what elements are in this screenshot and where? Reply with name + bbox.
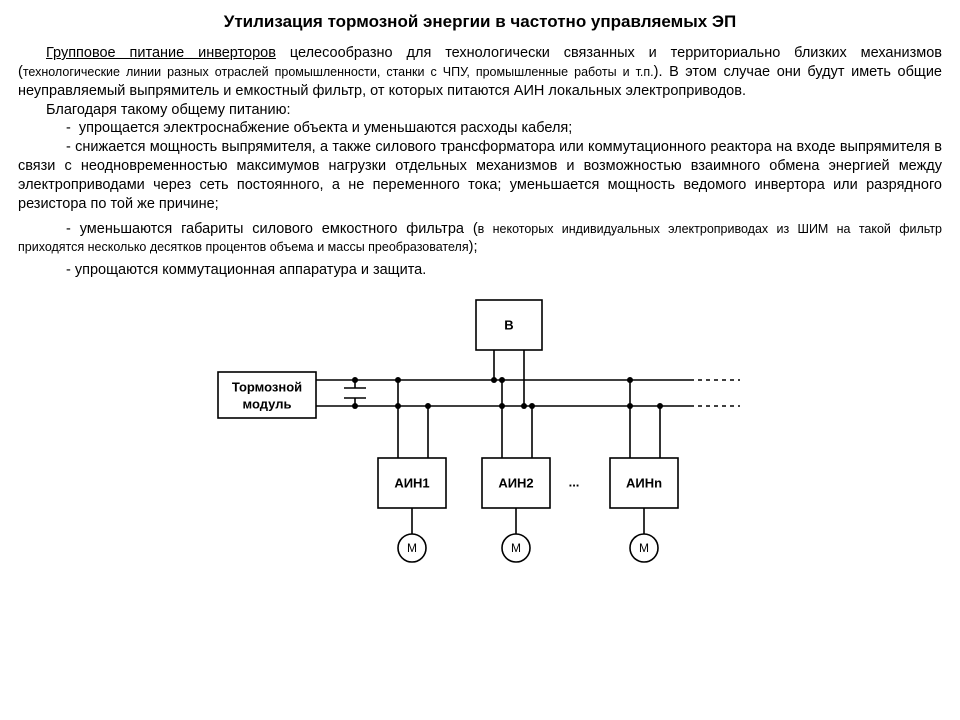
lead-phrase: Групповое питание инверторов [46,45,276,61]
bullet-3: - уменьшаются габариты силового емкостно… [18,220,942,258]
paragraph-2: Благодаря такому общему питанию: [18,101,942,120]
svg-text:В: В [504,318,513,333]
bullet-1: - упрощается электроснабжение объекта и … [66,119,942,138]
bullet-4: - упрощаются коммутационная аппаратура и… [18,261,942,280]
block-diagram: В Тормозной модуль АИН1 АИН2 АИНn... М М М [190,288,770,578]
svg-text:М: М [639,541,649,555]
bullet-2: - снижается мощность выпрямителя, а такж… [18,138,942,213]
svg-text:Тормозной: Тормозной [232,380,302,395]
bullet-2-text: снижается мощность выпрямителя, а также … [18,139,942,212]
page-title: Утилизация тормозной энергии в частотно … [18,12,942,32]
svg-text:АИН1: АИН1 [394,476,429,491]
b3-a: - уменьшаются габариты силового емкостно… [66,221,478,237]
b3-c: ); [469,239,478,255]
svg-text:АИН2: АИН2 [498,476,533,491]
body-text: Групповое питание инверторов целесообраз… [18,44,942,280]
bullet-1-text: упрощается электроснабжение объекта и ум… [79,120,572,136]
svg-text:модуль: модуль [243,397,292,412]
svg-text:...: ... [569,475,580,490]
svg-text:М: М [511,541,521,555]
paragraph-1: Групповое питание инверторов целесообраз… [18,44,942,101]
p1-small: технологические линии разных отраслей пр… [23,65,654,79]
svg-text:М: М [407,541,417,555]
svg-text:АИНn: АИНn [626,476,662,491]
